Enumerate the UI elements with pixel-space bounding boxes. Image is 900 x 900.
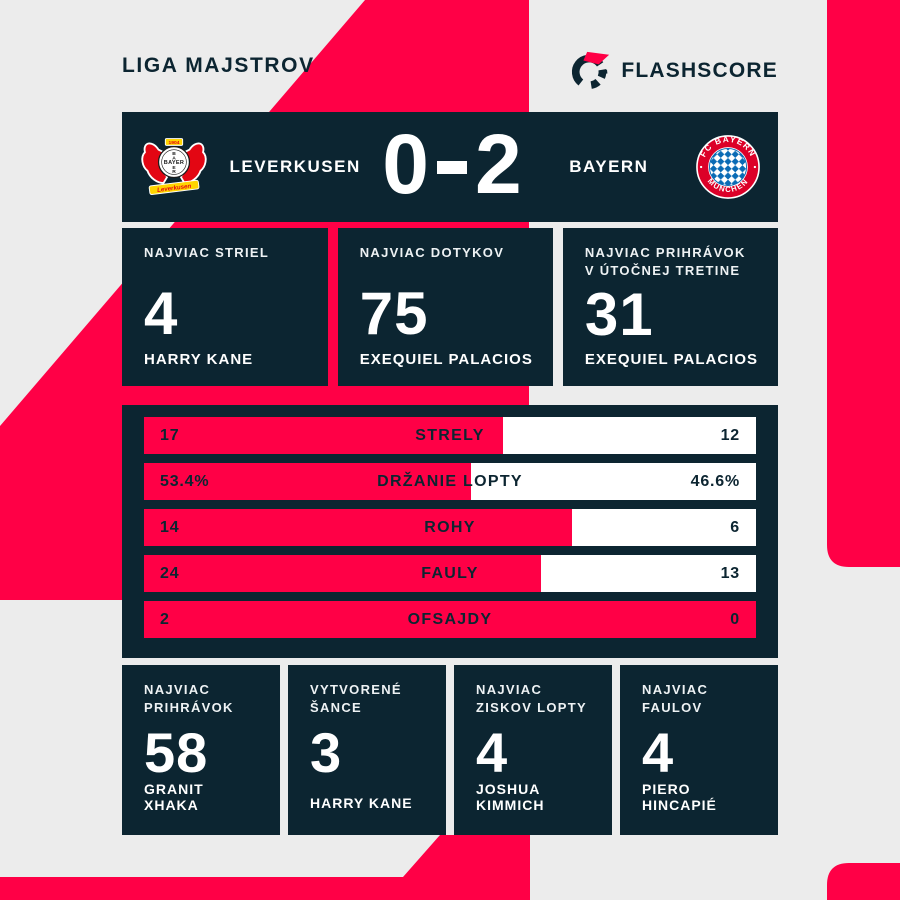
- stat-label: NAJVIAC PRIHRÁVOK V ÚTOČNEJ TRETINE: [584, 245, 746, 278]
- stat-label: NAJVIAC ZISKOV LOPTY: [476, 682, 587, 715]
- scoreboard: 1904 BAYER B A E R Leverkusen LEVERKUSEN…: [122, 112, 778, 222]
- bar-label: FAULY: [421, 565, 479, 582]
- svg-text:Leverkusen: Leverkusen: [157, 183, 192, 194]
- stat-player: PIERO HINCAPIÉ: [642, 781, 717, 813]
- top-stats-row: NAJVIAC STRIEL 4 HARRY KANE NAJVIAC DOTY…: [122, 228, 778, 386]
- brand-logo: FLASHSCORE: [570, 50, 778, 92]
- home-value: 24: [160, 565, 180, 582]
- stat-value: 3: [310, 721, 343, 784]
- bottom-stats-row: NAJVIAC PRIHRÁVOK 58 GRANIT XHAKA VYTVOR…: [122, 665, 778, 835]
- away-score: 2: [475, 117, 522, 211]
- svg-text:1904: 1904: [169, 140, 180, 146]
- stat-label: VYTVORENÉ ŠANCE: [310, 682, 402, 715]
- home-bar-fill: [144, 463, 471, 500]
- stat-value: 4: [476, 721, 509, 784]
- home-value: 14: [160, 519, 180, 536]
- stat-card: NAJVIAC STRIEL 4 HARRY KANE: [122, 228, 328, 386]
- bar-label: ROHY: [424, 519, 476, 536]
- match-stats-panel: 17 STRELY 12 53.4% DRŽANIE LOPTY 46.6% 1…: [122, 405, 778, 658]
- right-band: [827, 0, 900, 567]
- svg-text:R: R: [172, 169, 176, 175]
- stat-card: NAJVIAC PRIHRÁVOK V ÚTOČNEJ TRETINE 31 E…: [562, 228, 778, 386]
- home-value: 53.4%: [160, 473, 210, 490]
- score: 0 2: [382, 117, 522, 211]
- competition-title: LIGA MAJSTROV: [122, 54, 315, 77]
- away-team-name: BAYERN: [569, 157, 649, 176]
- stat-player: EXEQUIEL PALACIOS: [359, 351, 533, 368]
- leverkusen-logo: 1904 BAYER B A E R Leverkusen: [141, 138, 207, 195]
- home-bar-fill: [144, 555, 541, 592]
- away-value: 12: [720, 427, 740, 444]
- stat-player: HARRY KANE: [310, 795, 413, 811]
- stat-bar: 14 ROHY 6: [144, 509, 756, 546]
- brand-name: FLASHSCORE: [621, 59, 778, 82]
- score-dash: [437, 160, 467, 174]
- home-team-name: LEVERKUSEN: [229, 157, 361, 176]
- home-bar-fill: [144, 417, 503, 454]
- stat-bar: 24 FAULY 13: [144, 555, 756, 592]
- svg-text:B: B: [172, 151, 176, 157]
- stat-card: NAJVIAC FAULOV 4 PIERO HINCAPIÉ: [620, 665, 778, 835]
- away-value: 0: [730, 611, 740, 628]
- svg-text:BAYER: BAYER: [164, 160, 184, 166]
- bottom-band: [0, 835, 530, 900]
- stat-value: 4: [642, 721, 675, 784]
- away-value: 46.6%: [690, 473, 740, 490]
- home-value: 2: [160, 611, 170, 628]
- stat-player: EXEQUIEL PALACIOS: [584, 351, 758, 368]
- bottom-right-square: [827, 863, 900, 900]
- bar-label: DRŽANIE LOPTY: [377, 473, 523, 490]
- stat-player: HARRY KANE: [144, 351, 254, 368]
- home-score: 0: [382, 117, 429, 211]
- stat-card: VYTVORENÉ ŠANCE 3 HARRY KANE: [288, 665, 446, 835]
- away-value: 13: [720, 565, 740, 582]
- home-bar-fill: [144, 509, 573, 546]
- stat-value: 4: [144, 280, 179, 347]
- home-bar-fill: [144, 601, 756, 638]
- stat-bar: 17 STRELY 12: [144, 417, 756, 454]
- stat-player: JOSHUA KIMMICH: [476, 781, 545, 813]
- svg-text:A: A: [172, 156, 176, 162]
- stat-value: 75: [359, 280, 429, 347]
- stat-card: NAJVIAC PRIHRÁVOK 58 GRANIT XHAKA: [122, 665, 280, 835]
- home-value: 17: [160, 427, 180, 444]
- bar-label: OFSAJDY: [407, 611, 493, 628]
- stat-bar: 2 OFSAJDY 0: [144, 601, 756, 638]
- bayern-logo: FC BAYERN MÜNCHEN: [696, 135, 760, 199]
- svg-text:E: E: [172, 165, 176, 171]
- flashscore-icon: [572, 51, 610, 90]
- stat-value: 31: [584, 281, 654, 349]
- stat-player: GRANIT XHAKA: [144, 781, 204, 813]
- stat-label: NAJVIAC DOTYKOV: [359, 245, 505, 260]
- stat-card: NAJVIAC DOTYKOV 75 EXEQUIEL PALACIOS: [337, 228, 553, 386]
- stat-label: NAJVIAC STRIEL: [144, 245, 270, 260]
- stat-label: NAJVIAC PRIHRÁVOK: [144, 682, 234, 715]
- away-value: 6: [730, 519, 740, 536]
- stat-card: NAJVIAC ZISKOV LOPTY 4 JOSHUA KIMMICH: [454, 665, 612, 835]
- bar-label: STRELY: [415, 427, 485, 444]
- stat-bar: 53.4% DRŽANIE LOPTY 46.6%: [144, 463, 756, 500]
- stat-label: NAJVIAC FAULOV: [642, 682, 709, 715]
- stat-value: 58: [144, 721, 209, 784]
